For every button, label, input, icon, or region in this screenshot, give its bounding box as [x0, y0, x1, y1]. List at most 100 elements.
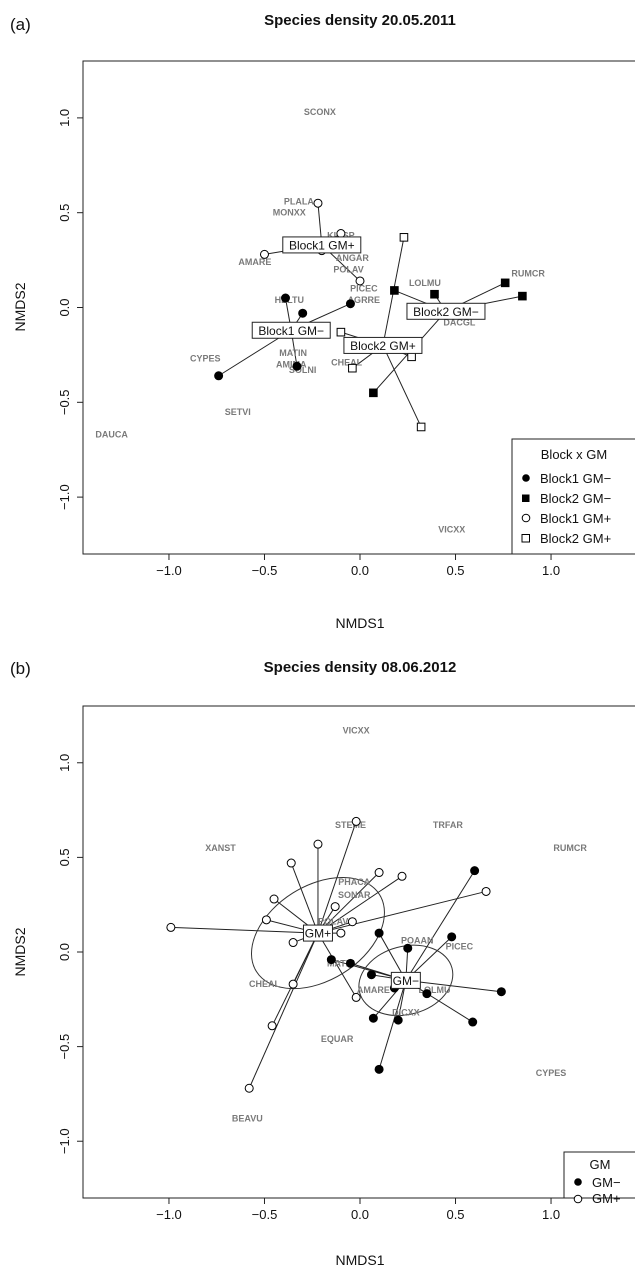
- centroid-box: [406, 302, 486, 320]
- panel-b-legend: GM GM− GM+: [563, 1151, 635, 1206]
- point-block2-gm-minus: [369, 388, 378, 398]
- x-tick-label: 1.0: [542, 563, 560, 578]
- point-gm-plus: [166, 922, 176, 932]
- point-gm-plus: [288, 938, 298, 948]
- spider-line-gm-plus: [248, 932, 319, 1089]
- species-label-steme: STEME: [335, 820, 366, 830]
- legend-label-block2-gm-minus: Block2 GM−: [540, 491, 611, 506]
- point-block1-gm-plus: [355, 276, 365, 286]
- y-tick-label: 0.5: [57, 204, 72, 222]
- species-label-matin: MATIN: [279, 348, 307, 358]
- ellipse-gm-plus: [251, 876, 385, 990]
- point-gm-minus: [368, 1013, 378, 1023]
- panel-b-spider-lines: [170, 821, 502, 1089]
- species-label-lolmu: LOLMU: [409, 278, 441, 288]
- y-tick-label: −1.0: [57, 1128, 72, 1154]
- species-label-setvi: SETVI: [225, 407, 251, 417]
- point-block2-gm-minus: [390, 286, 399, 295]
- species-label-amima: AMIMA: [276, 359, 307, 369]
- point-gm-minus: [470, 866, 480, 876]
- legend-label-gm-plus: GM+: [592, 1191, 621, 1206]
- panel-a-y-axis-title: NMDS2: [12, 282, 28, 331]
- point-gm-plus: [288, 979, 298, 989]
- point-gm-minus: [496, 987, 506, 997]
- species-label-dicxx: DICXX: [392, 1008, 420, 1018]
- point-block1-gm-minus: [298, 308, 308, 318]
- species-label-equar: EQUAR: [321, 1034, 354, 1044]
- ellipse-gm-minus: [358, 944, 454, 1017]
- species-label-sonar: SONAR: [338, 890, 371, 900]
- x-tick-label: 0.5: [446, 563, 464, 578]
- panel-b-legend-title: GM: [590, 1157, 611, 1172]
- species-label-xanst: XANST: [205, 843, 236, 853]
- y-tick-label: 0.5: [57, 848, 72, 866]
- x-tick-label: 0.5: [446, 1207, 464, 1222]
- point-gm-plus: [351, 816, 361, 826]
- point-gm-plus: [267, 1021, 277, 1031]
- x-tick-label: −1.0: [156, 1207, 182, 1222]
- panel-b-legend-box: [563, 1151, 635, 1199]
- centroid-label: Block1 GM+: [289, 238, 355, 252]
- legend-marker-gm-minus: [574, 1178, 582, 1186]
- species-label-trfar: TRFAR: [433, 820, 463, 830]
- legend-label-block2-gm-plus: Block2 GM+: [540, 531, 611, 546]
- spider-line-gm-plus: [290, 862, 319, 934]
- species-label-plala: PLALA: [284, 196, 314, 206]
- species-label-amare: AMARE: [238, 257, 271, 267]
- panel-a-points: [214, 198, 527, 432]
- species-label-solni: SOLNI: [289, 365, 317, 375]
- centroid-label: Block2 GM−: [413, 305, 479, 319]
- panel-a-legend-box: [511, 438, 635, 555]
- centroid-label: Block2 GM+: [350, 339, 416, 353]
- species-label-rumcr: RUMCR: [553, 843, 587, 853]
- centroid-block2-gm-plus: Block2 GM+: [343, 336, 423, 354]
- point-block1-gm-plus: [313, 198, 323, 208]
- species-label-vicxx: VICXX: [343, 726, 370, 736]
- legend-label-block1-gm-plus: Block1 GM+: [540, 511, 611, 526]
- y-tick-label: 1.0: [57, 109, 72, 127]
- point-block2-gm-minus: [500, 278, 510, 288]
- legend-marker-block2-gm-minus: [522, 494, 530, 502]
- species-label-angar: ANGAR: [336, 253, 369, 263]
- centroid-block1-gm-plus: Block1 GM+: [282, 236, 362, 254]
- panel-b-label: (b): [10, 659, 31, 678]
- species-label-cheal: CHEAL: [331, 357, 363, 367]
- species-label-amare: AMARE: [357, 985, 390, 995]
- point-gm-plus: [397, 871, 407, 881]
- species-label-sconx: SCONX: [304, 107, 336, 117]
- legend-label-gm-minus: GM−: [592, 1175, 621, 1190]
- panel-a-title: Species density 20.05.2011: [264, 12, 456, 29]
- centroid-box: [343, 336, 423, 354]
- point-gm-plus: [261, 915, 271, 925]
- point-block2-gm-plus: [348, 363, 357, 373]
- species-label-polav: POLAV: [333, 265, 363, 275]
- point-gm-plus: [336, 928, 346, 938]
- point-block1-gm-minus: [345, 299, 355, 309]
- spider-line-gm-minus: [405, 870, 476, 981]
- species-label-picec: PICEC: [446, 941, 474, 951]
- x-tick-label: −0.5: [252, 563, 278, 578]
- panel-a: (a) Species density 20.05.2011 NMDS1 NMD…: [10, 12, 635, 631]
- legend-marker-block1-gm-minus: [522, 474, 530, 482]
- point-gm-minus: [326, 955, 336, 965]
- point-gm-plus: [481, 886, 491, 896]
- point-gm-plus: [269, 894, 279, 904]
- panel-b-title: Species density 08.06.2012: [264, 659, 457, 676]
- spider-line-gm-plus: [317, 932, 357, 998]
- legend-label-block1-gm-minus: Block1 GM−: [540, 471, 611, 486]
- point-block2-gm-minus: [430, 289, 439, 299]
- panel-b-plot-frame: [82, 705, 635, 1199]
- centroid-box: [282, 236, 362, 254]
- spider-line-gm-plus: [317, 875, 403, 934]
- panel-a-species-labels: SCONXPLALAMONXXKICSPANGARAMAREPOLAVPICEC…: [95, 107, 545, 534]
- centroid-box: [251, 321, 331, 339]
- spider-line-gm-minus: [378, 980, 407, 1070]
- legend-marker-block2-gm-plus: [521, 534, 530, 543]
- centroid-gm-plus: GM+: [302, 924, 333, 942]
- panel-b-points: [166, 816, 506, 1093]
- species-label-vicxx: VICXX: [438, 524, 465, 534]
- point-gm-minus: [403, 943, 413, 953]
- centroid-gm-minus: GM−: [390, 971, 421, 989]
- centroid-block2-gm-minus: Block2 GM−: [406, 302, 486, 320]
